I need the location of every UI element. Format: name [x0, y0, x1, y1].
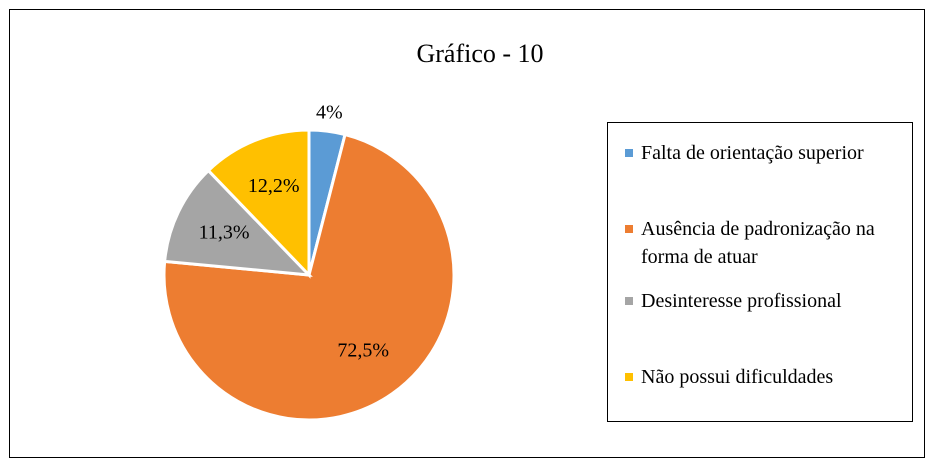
data-label: 12,2% [248, 175, 300, 197]
legend-label: Ausência de padronização na forma de atu… [641, 218, 875, 268]
legend-entry: Não possui dificuldades [625, 363, 910, 391]
legend-entry: Falta de orientação superior [625, 139, 910, 167]
data-label: 72,5% [337, 340, 389, 362]
legend-label: Não possui dificuldades [641, 366, 834, 388]
legend-entry: Ausência de padronização na forma de atu… [625, 215, 910, 271]
legend-swatch [625, 297, 633, 305]
pie-slice [206, 128, 311, 279]
chart-border [9, 9, 925, 458]
legend-label: Desinteresse profissional [641, 290, 842, 312]
data-label: 4% [316, 101, 343, 123]
legend-swatch [625, 225, 633, 233]
legend-label: Falta de orientação superior [641, 142, 864, 164]
pie-slice [162, 132, 456, 422]
legend-swatch [625, 149, 633, 157]
legend: Falta de orientação superior Ausência de … [607, 122, 913, 422]
data-label: 11,3% [199, 222, 250, 244]
legend-entry: Desinteresse profissional [625, 287, 910, 315]
pie-slice [163, 168, 313, 277]
chart-title: Gráfico - 10 [416, 39, 543, 68]
legend-swatch [625, 373, 633, 381]
